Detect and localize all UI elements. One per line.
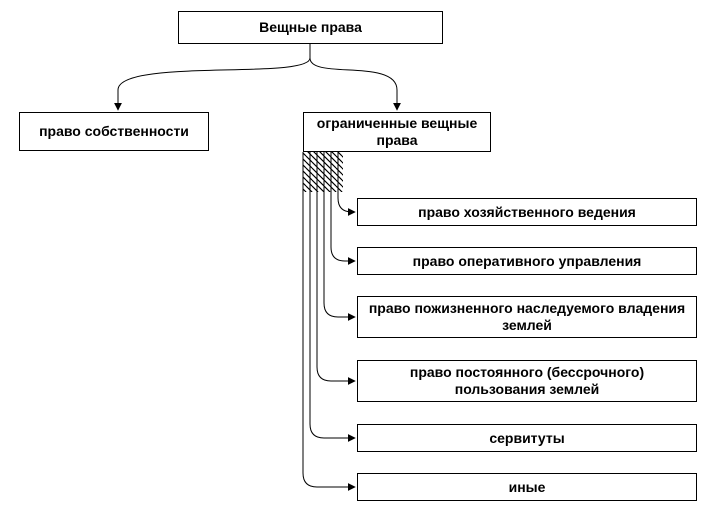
node-c1: право хозяйственного ведения: [357, 198, 697, 226]
node-c4: право постоянного (бессрочного) пользова…: [357, 360, 697, 402]
edge-right-children: [303, 152, 355, 487]
node-c1-label: право хозяйственного ведения: [418, 204, 636, 221]
node-c2: право оперативного управления: [357, 247, 697, 275]
node-root-label: Вещные права: [259, 19, 362, 36]
node-right-label: ограниченные вещные права: [310, 115, 484, 149]
node-c6-label: иные: [509, 479, 546, 496]
node-c2-label: право оперативного управления: [413, 253, 642, 270]
node-left-label: право собственности: [39, 123, 189, 140]
node-c3: право пожизненного наследуемого владения…: [357, 296, 697, 338]
node-c5: сервитуты: [357, 424, 697, 452]
hatch-area: [303, 152, 343, 192]
node-c3-label: право пожизненного наследуемого владения…: [364, 300, 690, 334]
node-left: право собственности: [19, 112, 209, 151]
node-c6: иные: [357, 473, 697, 501]
node-right: ограниченные вещные права: [303, 112, 491, 152]
node-c4-label: право постоянного (бессрочного) пользова…: [364, 364, 690, 398]
node-root: Вещные права: [178, 11, 443, 44]
edge-root-children: [118, 44, 397, 110]
node-c5-label: сервитуты: [489, 430, 564, 447]
